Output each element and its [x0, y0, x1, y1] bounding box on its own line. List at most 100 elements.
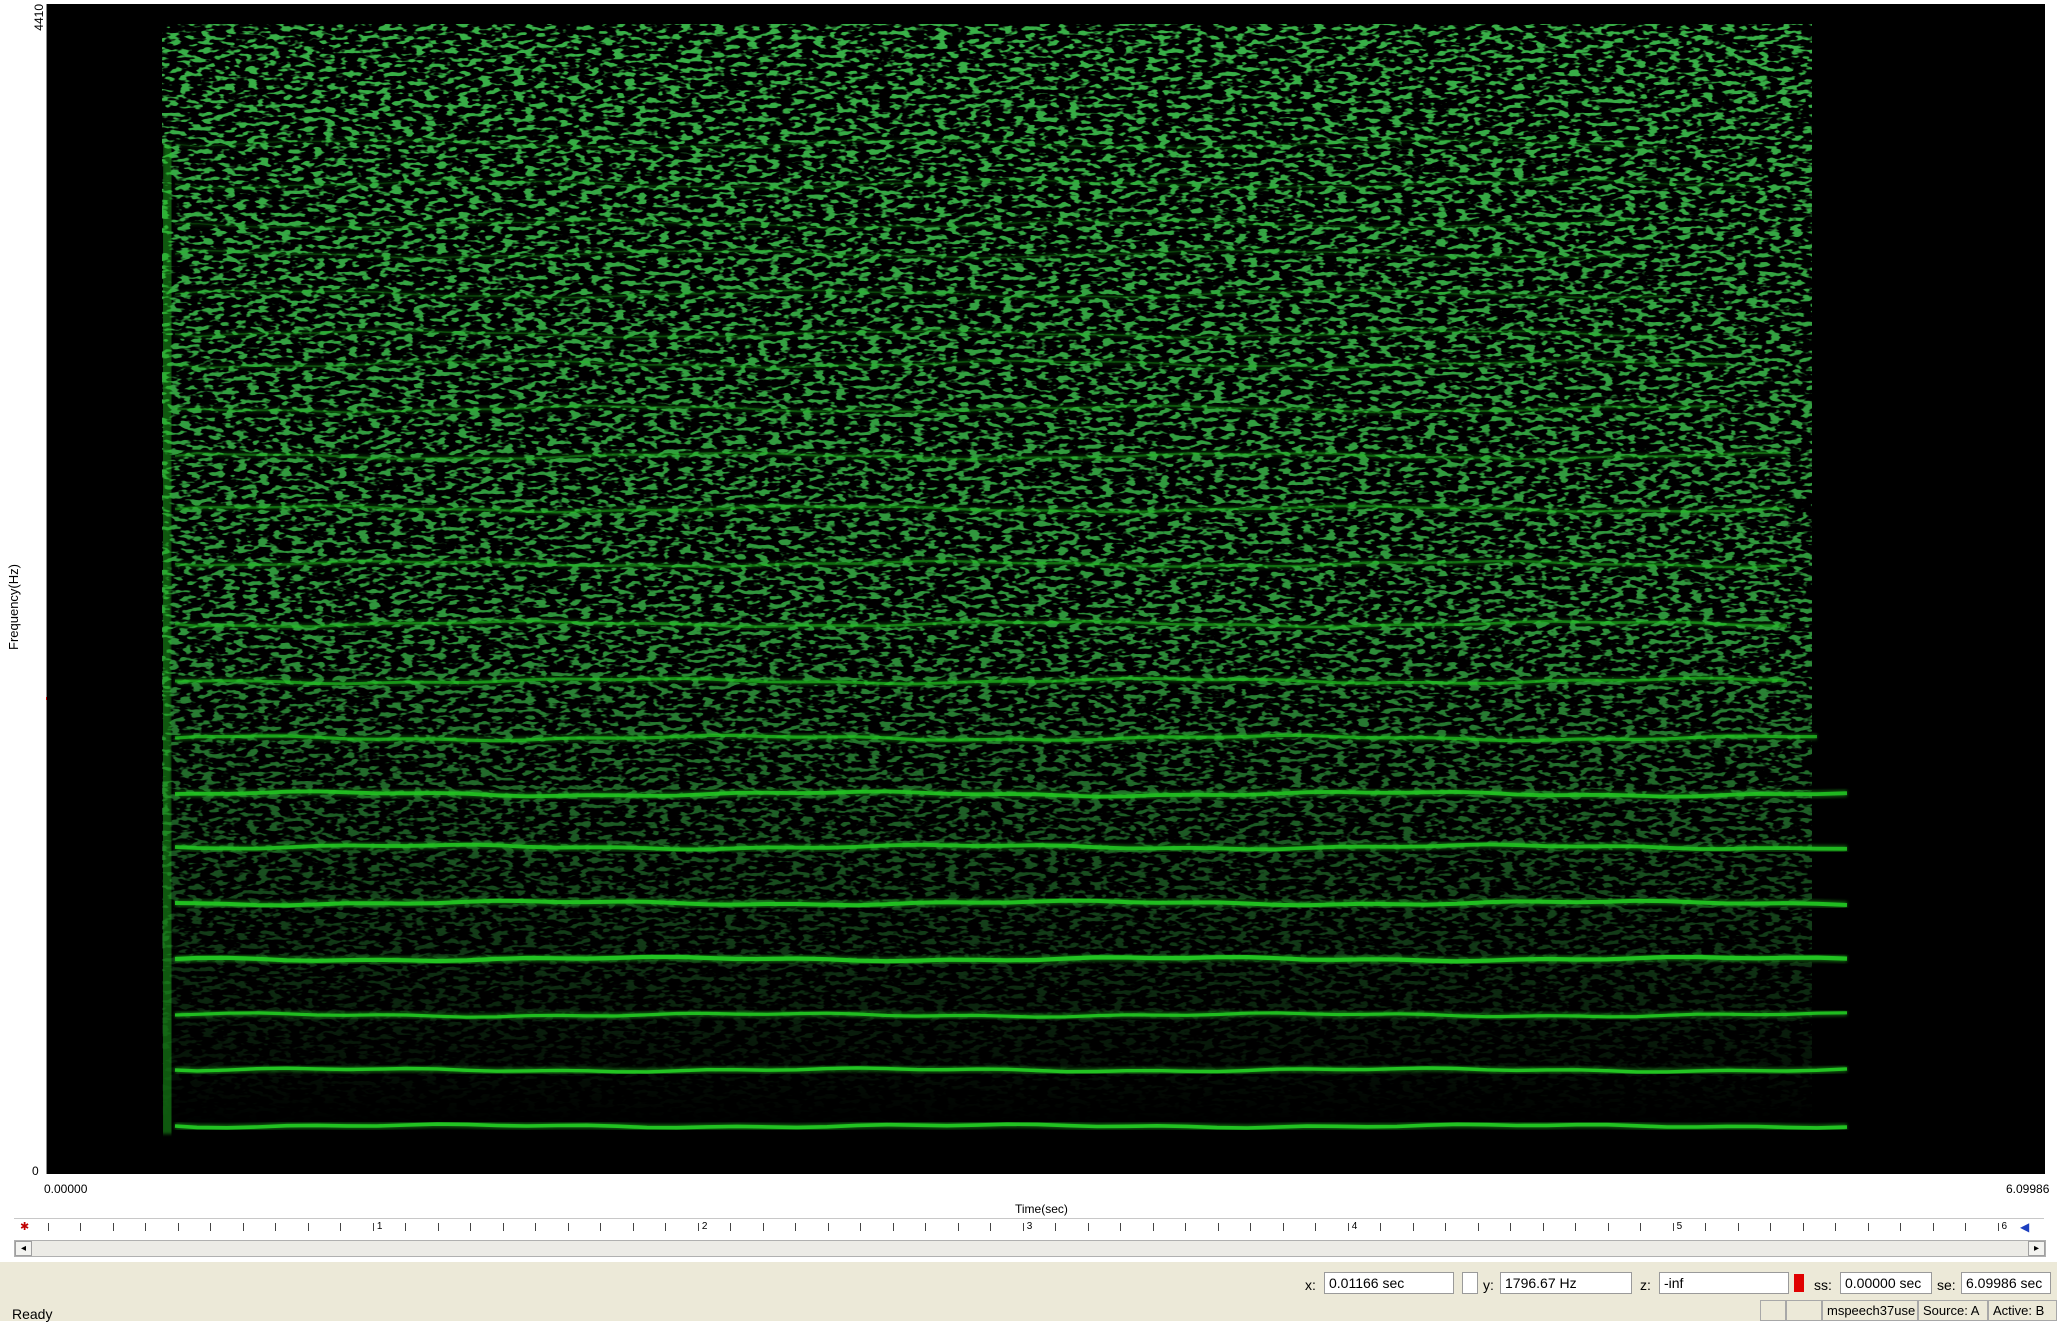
ruler-tick [1315, 1223, 1317, 1231]
scroll-left-button[interactable]: ◂ [15, 1241, 32, 1256]
ruler-tick [1965, 1223, 1967, 1231]
ruler-tick [795, 1223, 797, 1231]
ruler-tick [860, 1223, 862, 1231]
spectrogram-canvas[interactable] [47, 4, 2045, 1174]
harmonic-line [174, 559, 1788, 569]
ruler-tick [1347, 1223, 1349, 1231]
ruler-label: 4 [1351, 1221, 1358, 1232]
ruler-tick [1185, 1223, 1187, 1231]
harmonic-line [174, 179, 1758, 190]
ruler-tick [1152, 1223, 1154, 1231]
ruler-tick [665, 1223, 667, 1231]
harmonic-line [174, 1011, 1848, 1019]
ruler-tick [1022, 1223, 1024, 1231]
time-start-label: 0.00000 [44, 1182, 88, 1196]
playhead-end-icon[interactable]: ◀ [2020, 1220, 2030, 1234]
harmonic-line [175, 404, 1728, 414]
ruler-tick [1510, 1223, 1512, 1231]
harmonic-line [174, 842, 1848, 852]
ruler-label: 5 [1676, 1221, 1683, 1232]
harmonic-line [174, 733, 1818, 743]
ruler-tick [1055, 1223, 1057, 1231]
playhead-start-icon[interactable]: ✱ [20, 1221, 30, 1233]
harmonic-glow [175, 402, 1728, 415]
ruler-tick [1607, 1223, 1609, 1231]
harmonic-line [174, 1122, 1848, 1130]
harmonic-line [174, 451, 1788, 461]
spectrogram-noise [162, 24, 1812, 1124]
ruler-tick [827, 1223, 829, 1231]
harmonic-line [174, 249, 1638, 259]
frequency-max-label: 4410 [32, 4, 46, 31]
ruler-tick [1900, 1223, 1902, 1231]
ruler-tick [145, 1223, 147, 1231]
z-readout-label: z: [1640, 1277, 1651, 1293]
harmonic-glow [174, 503, 1788, 516]
ruler-tick [697, 1223, 699, 1231]
harmonic-glow [174, 247, 1638, 261]
arrow-right-icon: ▸ [2033, 1243, 2040, 1254]
ruler-tick [1672, 1223, 1674, 1231]
time-axis-label: Time(sec) [1015, 1202, 1068, 1216]
frequency-axis-label: Frequency(Hz) [6, 564, 21, 650]
time-ruler[interactable]: 1 2 3 4 5 6 [14, 1218, 2044, 1237]
ruler-tick [340, 1223, 342, 1231]
ruler-tick [567, 1223, 569, 1231]
ruler-tick [600, 1223, 602, 1231]
ruler-label: 6 [2001, 1221, 2008, 1232]
selection-end-field: 6.09986 sec [1961, 1272, 2051, 1294]
harmonic-line [174, 898, 1848, 908]
ruler-tick [48, 1223, 49, 1231]
ruler-tick [1380, 1223, 1382, 1231]
ruler-tick [1087, 1223, 1089, 1231]
status-panel-blank-1 [1760, 1300, 1786, 1321]
status-file-name: mspeech37use [1822, 1300, 1918, 1321]
ruler-label: 2 [701, 1221, 708, 1232]
ruler-tick [177, 1223, 179, 1231]
x-readout-spacer [1462, 1272, 1478, 1294]
harmonic-line [174, 289, 1668, 299]
ruler-tick [437, 1223, 439, 1231]
harmonic-glow [174, 287, 1668, 301]
ruler-tick [1282, 1223, 1284, 1231]
ruler-label: 1 [376, 1221, 383, 1232]
ruler-tick [502, 1223, 504, 1231]
ruler-tick [925, 1223, 927, 1231]
ruler-tick [1705, 1223, 1707, 1231]
ruler-tick [632, 1223, 634, 1231]
harmonic-line [174, 504, 1788, 514]
ruler-tick [730, 1223, 732, 1231]
harmonic-glow [174, 357, 1728, 371]
ruler-tick [762, 1223, 764, 1231]
ruler-tick [1737, 1223, 1739, 1231]
scroll-right-button[interactable]: ▸ [2028, 1241, 2045, 1256]
harmonic-glow [174, 137, 1668, 151]
status-panel-blank-2 [1786, 1300, 1822, 1321]
ruler-tick [1997, 1223, 1999, 1231]
harmonic-line [174, 329, 1668, 339]
harmonic-glow [174, 217, 1638, 231]
ruler-tick [372, 1223, 374, 1231]
harmonic-glow [174, 327, 1668, 341]
ruler-tick [1770, 1223, 1772, 1231]
horizontal-scrollbar[interactable]: ◂ ▸ [14, 1240, 2046, 1257]
ruler-tick [1867, 1223, 1869, 1231]
ruler-tick [405, 1223, 407, 1231]
ruler-tick [112, 1223, 114, 1231]
status-text: Ready [12, 1306, 53, 1322]
status-source: Source: A [1918, 1300, 1988, 1321]
ruler-tick [1932, 1223, 1934, 1231]
ruler-tick [1477, 1223, 1479, 1231]
harmonic-line [174, 789, 1848, 799]
ruler-tick [1835, 1223, 1837, 1231]
harmonic-line [174, 954, 1848, 964]
harmonic-line [174, 619, 1787, 629]
ruler-tick [1575, 1223, 1577, 1231]
spectrogram-view[interactable] [47, 4, 2045, 1174]
x-readout-label: x: [1305, 1277, 1316, 1293]
ruler-tick [1542, 1223, 1544, 1231]
harmonic-line [174, 676, 1788, 686]
harmonic-glow [174, 558, 1788, 570]
ruler-tick [307, 1223, 309, 1231]
ruler-tick [470, 1223, 472, 1231]
